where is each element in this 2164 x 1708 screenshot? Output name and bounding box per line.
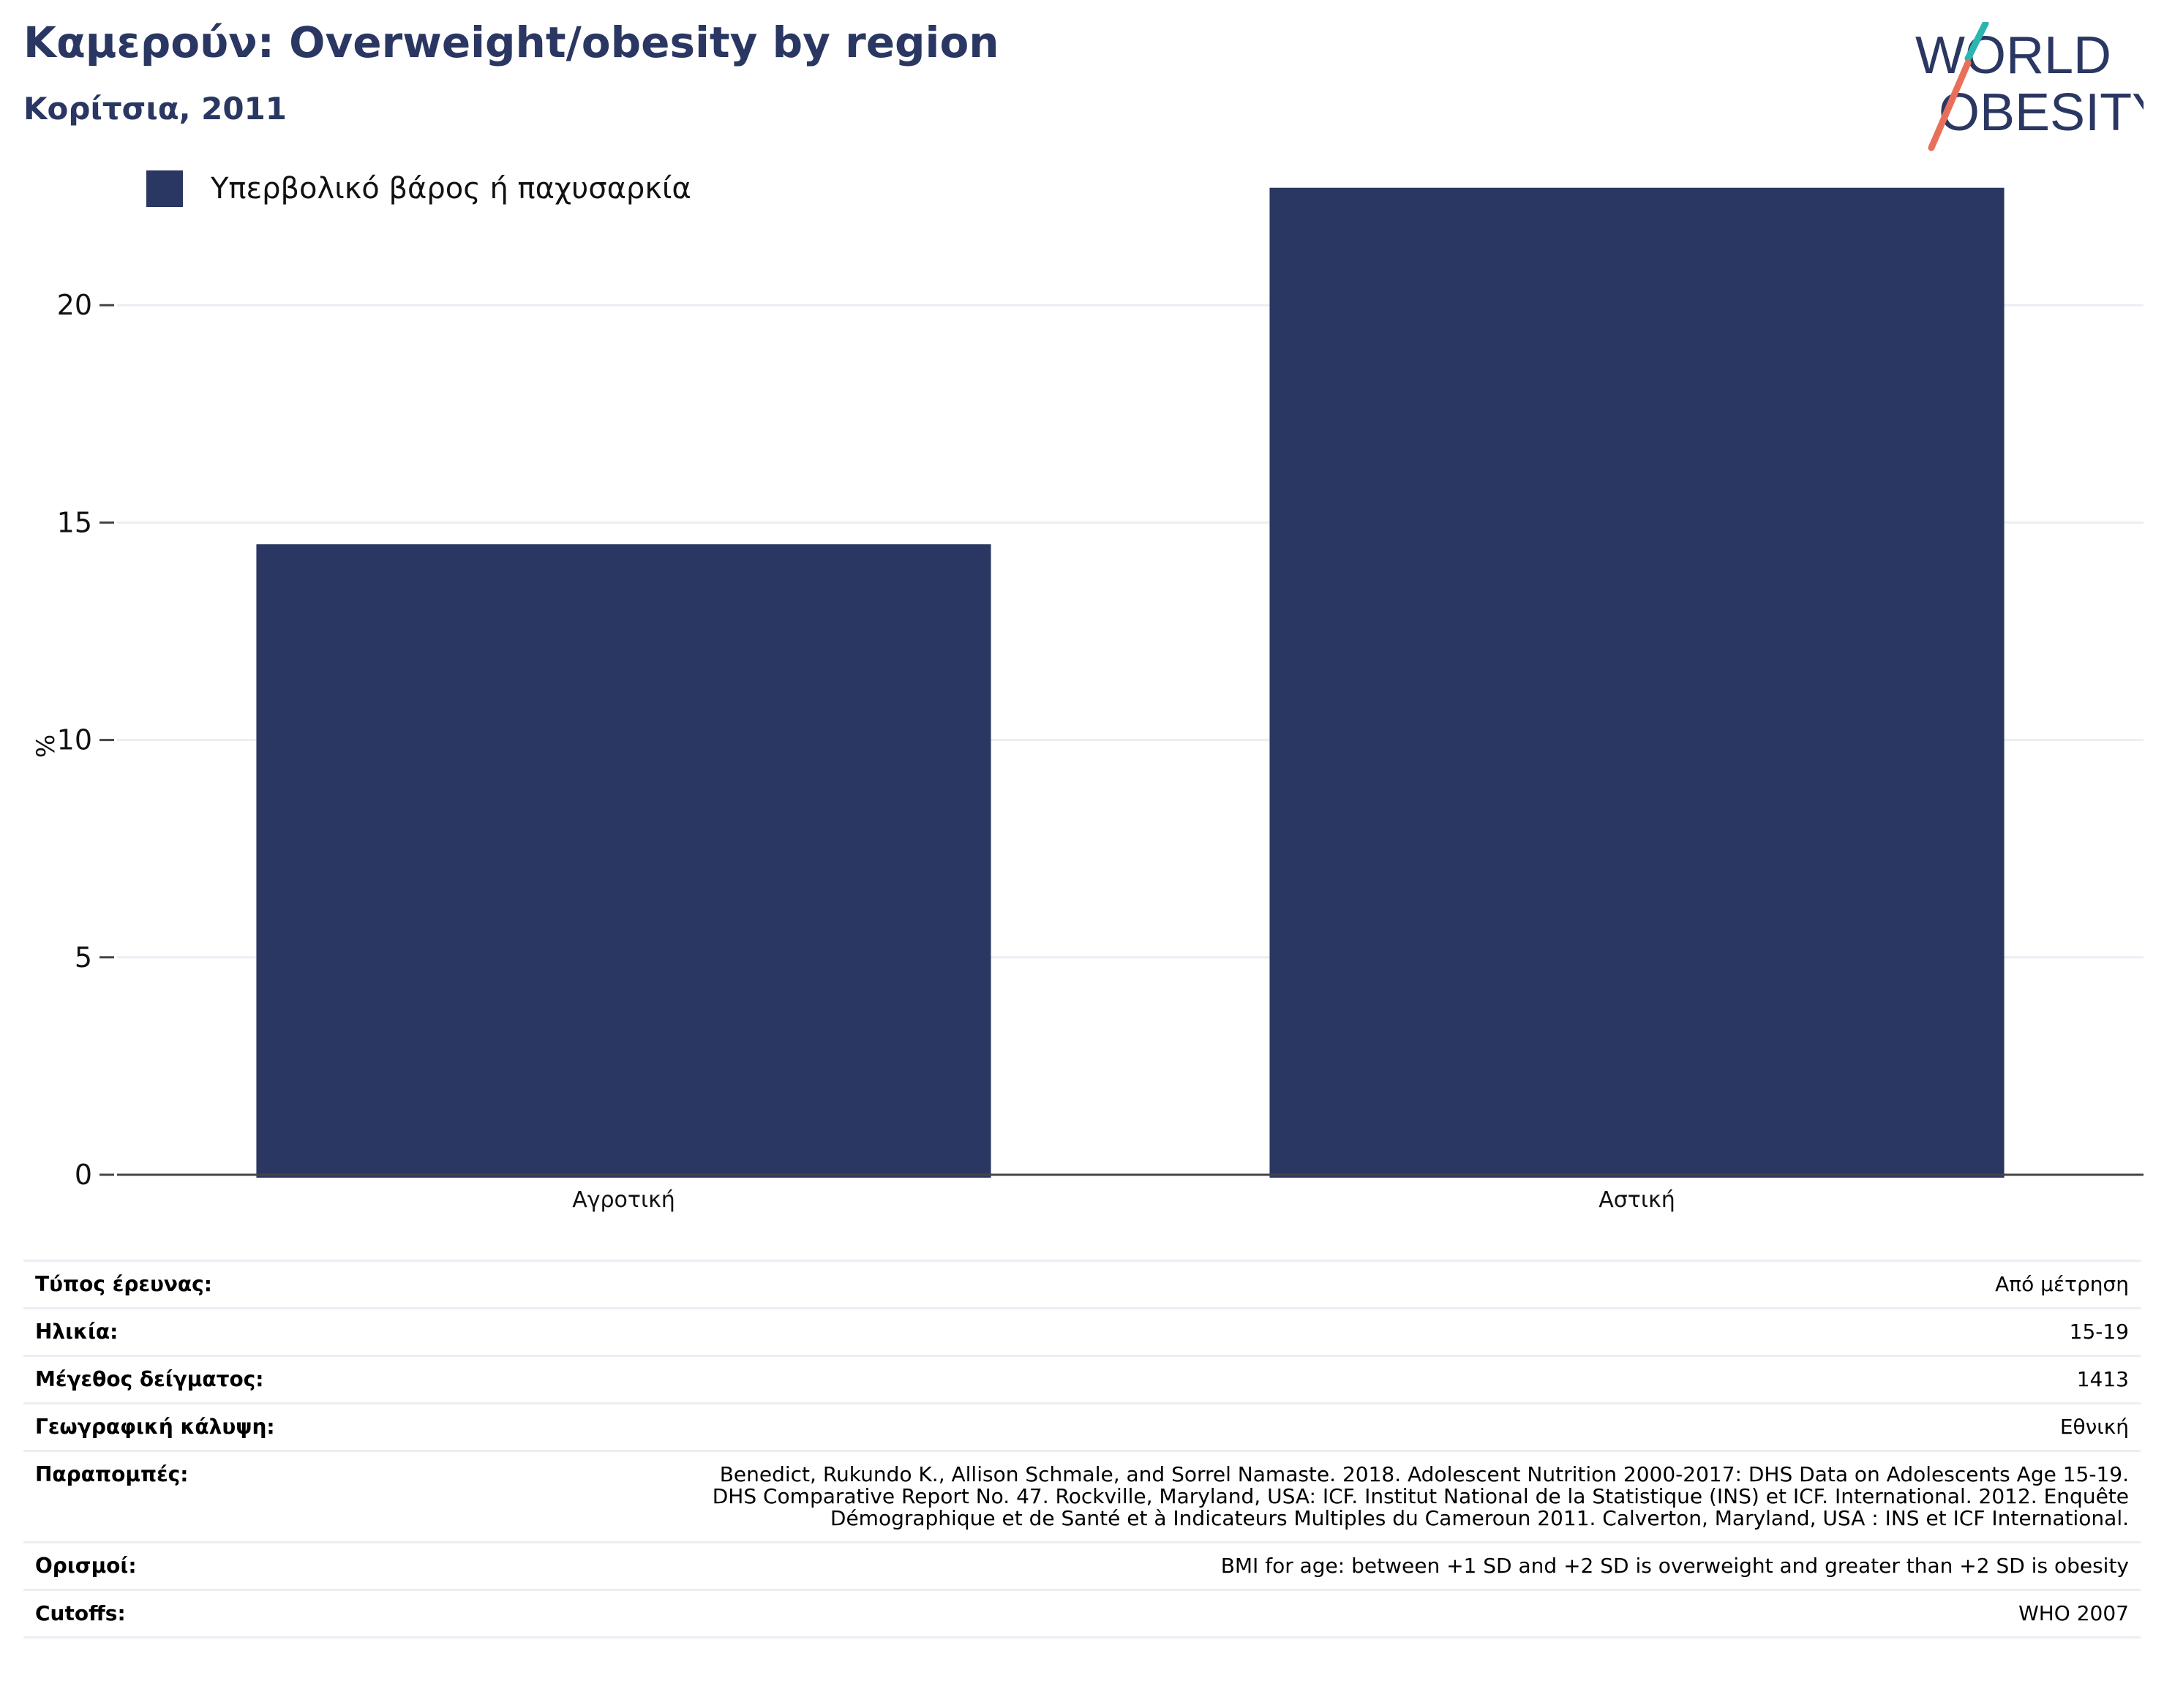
info-key: Γεωγραφική κάλυψη: (23, 1402, 457, 1452)
legend-swatch (146, 170, 183, 207)
info-row-age: Ηλικία: 15-19 (23, 1307, 2141, 1357)
bar-chart: 0 5 10 15 20% Αγροτική Αστική (31, 187, 2144, 1213)
info-key: Παραπομπές: (23, 1450, 457, 1543)
chart-title: Καμερούν: Overweight/obesity by region (23, 18, 999, 67)
reference-line: DHS Comparative Report No. 47. Rockville… (712, 1484, 2129, 1508)
legend-label[interactable]: Υπερβολικό βάρος ή παχυσαρκία (211, 172, 691, 206)
info-row-cutoffs: Cutoffs: WHO 2007 (23, 1589, 2141, 1639)
logo-slash-teal (1964, 22, 1989, 62)
info-row-references: Παραπομπές: Benedict, Rukundo K., Alliso… (23, 1450, 2141, 1543)
info-value: Benedict, Rukundo K., Allison Schmale, a… (457, 1450, 2141, 1543)
reference-line: Benedict, Rukundo K., Allison Schmale, a… (719, 1462, 2129, 1486)
info-value: Εθνική (457, 1402, 2141, 1452)
survey-info-table: Τύπος έρευνας: Από μέτρηση Ηλικία: 15-19… (23, 1260, 2141, 1639)
logo-text-obesity: OBESITY (1939, 83, 2144, 142)
info-key: Ορισμοί: (23, 1541, 457, 1591)
info-row-coverage: Γεωγραφική κάλυψη: Εθνική (23, 1402, 2141, 1452)
info-value: Από μέτρηση (457, 1260, 2141, 1309)
info-row-sample-size: Μέγεθος δείγματος: 1413 (23, 1355, 2141, 1404)
x-tick-label: Αγροτική (572, 1187, 675, 1213)
info-value: 1413 (457, 1355, 2141, 1404)
y-tick-label: 10 (57, 724, 92, 756)
reference-line: Démographique et de Santé et à Indicateu… (830, 1506, 2129, 1530)
y-tick-label: 15 (57, 506, 92, 538)
bar (256, 544, 991, 1178)
y-tick-label: 5 (75, 941, 92, 974)
x-tick-label: Αστική (1598, 1187, 1675, 1213)
info-value: 15-19 (457, 1307, 2141, 1357)
info-key: Μέγεθος δείγματος: (23, 1355, 457, 1404)
info-row-survey-type: Τύπος έρευνας: Από μέτρηση (23, 1260, 2141, 1309)
world-obesity-logo: WORLD OBESITY (1915, 22, 2144, 151)
chart-subtitle: Κορίτσια, 2011 (23, 91, 288, 127)
info-key: Cutoffs: (23, 1589, 457, 1639)
y-axis-label: % (31, 734, 61, 758)
info-key: Ηλικία: (23, 1307, 457, 1357)
logo-text-world: WORLD (1915, 26, 2111, 85)
info-value: WHO 2007 (457, 1589, 2141, 1639)
info-key: Τύπος έρευνας: (23, 1260, 457, 1309)
y-tick-label: 0 (75, 1159, 92, 1191)
legend: Υπερβολικό βάρος ή παχυσαρκία (146, 170, 691, 208)
info-row-definitions: Ορισμοί: BMI for age: between +1 SD and … (23, 1541, 2141, 1591)
info-value: BMI for age: between +1 SD and +2 SD is … (457, 1541, 2141, 1591)
y-tick-label: 20 (57, 289, 92, 321)
logo-slash-red (1928, 59, 1972, 151)
bar (1269, 187, 2005, 1178)
